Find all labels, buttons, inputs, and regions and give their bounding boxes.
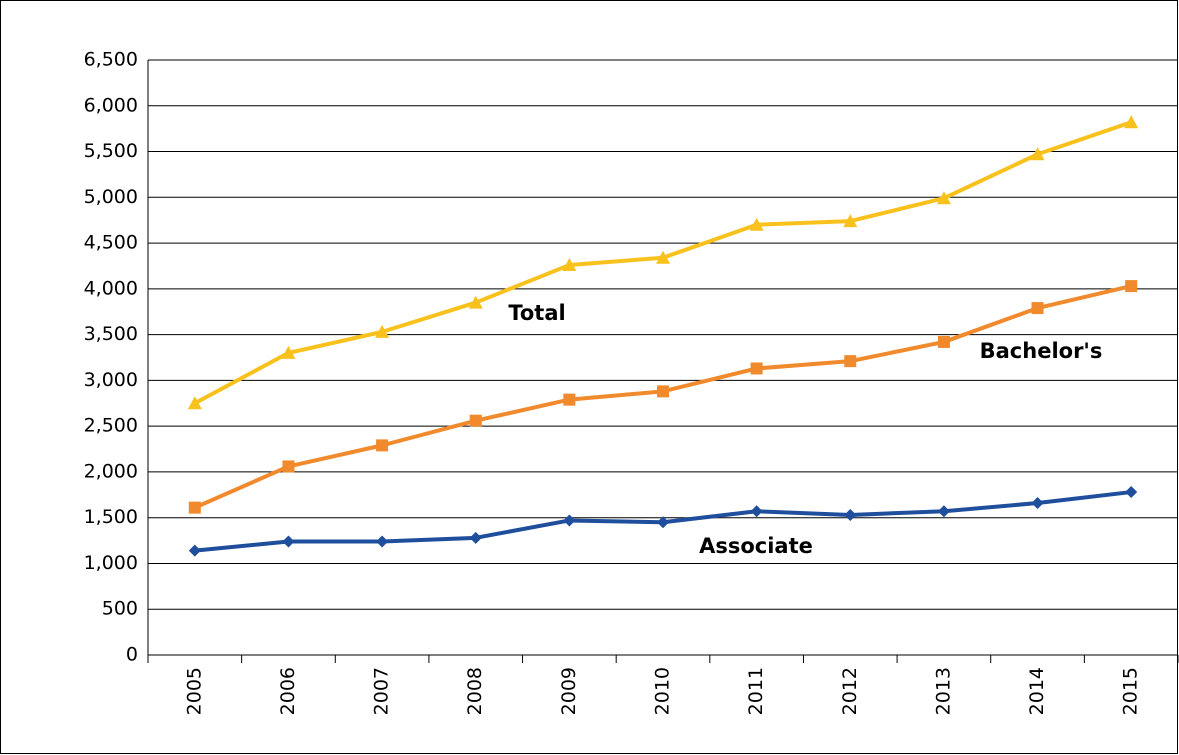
y-tick-label: 5,000 — [84, 186, 138, 208]
y-tick-label: 6,000 — [84, 94, 138, 116]
x-tick-label: 2010 — [652, 667, 674, 715]
marker — [376, 439, 389, 452]
marker — [843, 214, 858, 228]
x-tick-label: 2015 — [1120, 667, 1142, 715]
marker — [375, 324, 390, 338]
x-tick-label: 2005 — [183, 667, 205, 715]
marker — [469, 531, 482, 544]
marker — [282, 460, 295, 473]
marker — [188, 501, 201, 514]
marker — [844, 508, 857, 521]
marker — [563, 393, 576, 406]
marker — [750, 505, 763, 518]
marker — [656, 250, 670, 264]
y-tick-label: 6,500 — [84, 49, 138, 71]
series-label: Associate — [699, 534, 813, 558]
marker — [469, 414, 482, 427]
marker — [750, 362, 763, 375]
marker — [468, 295, 483, 309]
series-label: Bachelor's — [980, 339, 1103, 363]
y-tick-label: 3,500 — [84, 323, 138, 345]
x-tick-label: 2014 — [1026, 667, 1048, 715]
y-tick-label: 1,500 — [84, 506, 138, 528]
y-tick-label: 4,000 — [84, 277, 138, 299]
x-tick-label: 2013 — [932, 667, 954, 715]
marker — [937, 335, 950, 348]
marker — [844, 355, 857, 368]
marker — [1031, 302, 1044, 315]
y-tick-label: 500 — [102, 598, 138, 620]
marker — [281, 345, 296, 359]
series-label: Total — [508, 301, 565, 325]
marker — [563, 514, 576, 527]
marker — [188, 544, 201, 557]
y-tick-label: 2,000 — [84, 460, 138, 482]
marker — [376, 535, 389, 548]
marker — [562, 258, 577, 272]
marker — [936, 191, 951, 205]
x-tick-label: 2008 — [464, 667, 486, 715]
marker — [1030, 147, 1045, 161]
marker — [187, 396, 202, 410]
x-tick-label: 2012 — [839, 667, 861, 715]
marker — [749, 217, 764, 231]
marker — [1031, 497, 1044, 510]
y-tick-label: 5,500 — [84, 140, 138, 162]
y-tick-label: 3,000 — [84, 369, 138, 391]
marker — [657, 385, 669, 398]
y-tick-label: 1,000 — [84, 552, 138, 574]
marker — [1124, 115, 1139, 129]
y-tick-label: 4,500 — [84, 232, 138, 254]
marker — [282, 535, 295, 548]
x-tick-label: 2011 — [745, 667, 767, 715]
y-tick-label: 2,500 — [84, 415, 138, 437]
x-tick-label: 2007 — [371, 667, 393, 715]
x-tick-label: 2009 — [558, 667, 580, 715]
x-tick-label: 2006 — [277, 667, 299, 715]
marker — [1125, 280, 1138, 293]
marker — [937, 505, 950, 518]
marker — [1125, 486, 1138, 499]
marker — [657, 516, 669, 529]
y-tick-label: 0 — [126, 644, 138, 666]
